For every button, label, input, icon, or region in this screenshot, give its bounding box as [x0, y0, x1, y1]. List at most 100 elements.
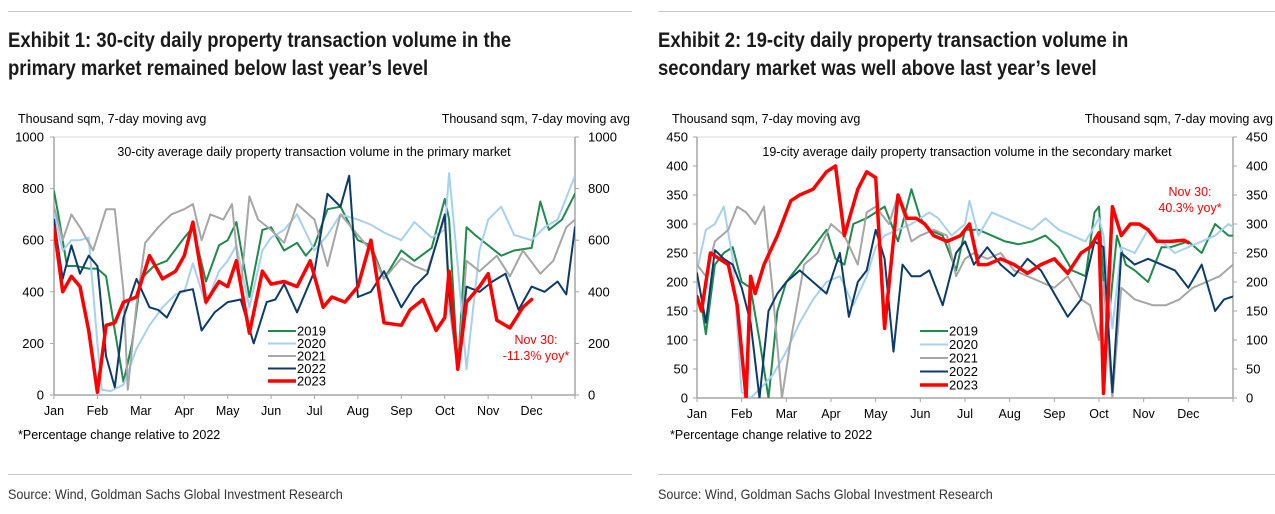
- top-divider: [8, 11, 632, 12]
- right-axis-unit-label: Thousand sqm, 7-day moving avg: [441, 112, 630, 126]
- series-group: [54, 172, 575, 395]
- y-tick-label-right: 350: [1246, 188, 1268, 203]
- legend-label-2019: 2019: [949, 324, 978, 339]
- y-tick-label-right: 400: [1246, 159, 1268, 174]
- y-tick-label-left: 300: [666, 217, 688, 232]
- footnote: *Percentage change relative to 2022: [18, 428, 221, 442]
- annotation-date: Nov 30:: [514, 333, 557, 347]
- x-tick-label: Sep: [1043, 407, 1065, 421]
- annotation-yoy: -11.3% yoy*: [503, 349, 570, 363]
- x-tick-label: Feb: [731, 407, 753, 421]
- top-divider: [658, 11, 1275, 12]
- bottom-divider: [658, 474, 1275, 475]
- x-tick-label: Jul: [307, 404, 323, 418]
- x-tick-label: Dec: [1177, 407, 1199, 421]
- source-note: Source: Wind, Goldman Sachs Global Inves…: [658, 486, 993, 502]
- y-tick-label-right: 200: [588, 336, 610, 351]
- annotation-yoy: 40.3% yoy*: [1158, 201, 1221, 215]
- exhibit-title: Exhibit 2: 19-city daily property transa…: [658, 29, 1129, 80]
- y-tick-label-left: 200: [22, 336, 44, 351]
- x-tick-label: Mar: [776, 407, 798, 421]
- x-tick-label: Feb: [87, 404, 109, 418]
- legend-label-2020: 2020: [297, 336, 326, 351]
- exhibit-title: Exhibit 1: 30-city daily property transa…: [8, 29, 512, 80]
- y-tick-label-left: 0: [681, 391, 688, 406]
- y-tick-label-left: 600: [22, 233, 44, 248]
- y-tick-label-right: 0: [1246, 391, 1253, 406]
- series-line-2020: [697, 199, 1233, 398]
- footnote: *Percentage change relative to 2022: [670, 428, 873, 442]
- legend-label-2021: 2021: [949, 351, 978, 366]
- chart-inner-title: 30-city average daily property transacti…: [117, 145, 511, 159]
- x-tick-label: Nov: [1133, 407, 1156, 421]
- x-tick-label: May: [216, 404, 240, 418]
- series-group: [697, 164, 1233, 398]
- y-tick-label-left: 1000: [15, 130, 44, 145]
- y-tick-label-right: 300: [1246, 217, 1268, 232]
- x-tick-label: Aug: [999, 407, 1021, 421]
- source-note: Source: Wind, Goldman Sachs Global Inves…: [8, 486, 343, 502]
- x-tick-label: Jul: [957, 407, 973, 421]
- legend-label-2022: 2022: [949, 364, 978, 379]
- bottom-divider: [8, 474, 632, 475]
- x-tick-label: May: [864, 407, 888, 421]
- y-tick-label-right: 600: [588, 233, 610, 248]
- x-tick-label: Jan: [687, 407, 707, 421]
- chart-primary-market: 0 0 200 200 400 400 600 600 800 800 1000 1000 Jan Feb…: [15, 130, 617, 419]
- series-line-2019: [54, 190, 575, 384]
- series-line-2021: [54, 195, 575, 391]
- x-tick-label: Sep: [390, 404, 412, 418]
- y-tick-label-left: 350: [666, 188, 688, 203]
- legend-label-2023: 2023: [297, 374, 326, 389]
- y-tick-label-right: 50: [1246, 362, 1260, 377]
- y-tick-label-right: 400: [588, 284, 610, 299]
- annotation-date: Nov 30:: [1168, 185, 1211, 199]
- series-line-2023: [697, 164, 1191, 398]
- y-tick-label-left: 250: [666, 246, 688, 261]
- x-tick-label: Jun: [910, 407, 930, 421]
- legend-label-2022: 2022: [297, 361, 326, 376]
- series-line-2019: [697, 188, 1233, 398]
- series-line-2023: [54, 220, 534, 395]
- legend-label-2020: 2020: [949, 337, 978, 352]
- exhibit-2: Exhibit 2: 19-city daily property transa…: [650, 0, 1275, 514]
- x-tick-label: Dec: [520, 404, 542, 418]
- y-tick-label-right: 1000: [588, 130, 617, 145]
- exhibit-1: Exhibit 1: 30-city daily property transa…: [8, 11, 632, 502]
- x-tick-label: Oct: [1089, 407, 1109, 421]
- y-tick-label-right: 250: [1246, 246, 1268, 261]
- y-tick-label-left: 200: [666, 275, 688, 290]
- left-axis-unit-label: Thousand sqm, 7-day moving avg: [672, 112, 861, 126]
- legend-label-2023: 2023: [949, 378, 978, 393]
- x-tick-label: Jan: [44, 404, 64, 418]
- y-tick-label-right: 200: [1246, 275, 1268, 290]
- series-line-2021: [697, 194, 1233, 398]
- x-tick-label: Aug: [347, 404, 369, 418]
- x-tick-label: Apr: [175, 404, 194, 418]
- y-tick-label-left: 800: [22, 181, 44, 196]
- x-tick-label: Apr: [821, 407, 840, 421]
- y-tick-label-left: 400: [666, 159, 688, 174]
- chart-inner-title: 19-city average daily property transacti…: [762, 145, 1172, 159]
- y-tick-label-right: 800: [588, 181, 610, 196]
- legend-label-2021: 2021: [297, 349, 326, 364]
- x-tick-label: Mar: [130, 404, 152, 418]
- y-tick-label-left: 450: [666, 130, 688, 145]
- y-tick-label-left: 50: [674, 362, 688, 377]
- chart-secondary-market: 0 0 50 50 100 100 150 150 200 200 250 250 300 300 350 3…: [666, 130, 1268, 422]
- y-tick-label-right: 0: [588, 388, 595, 403]
- x-tick-label: Nov: [477, 404, 500, 418]
- y-tick-label-left: 100: [666, 333, 688, 348]
- y-tick-label-right: 450: [1246, 130, 1268, 145]
- legend-label-2019: 2019: [297, 324, 326, 339]
- x-tick-label: Oct: [435, 404, 455, 418]
- left-axis-unit-label: Thousand sqm, 7-day moving avg: [18, 112, 207, 126]
- y-tick-label-left: 400: [22, 284, 44, 299]
- series-line-2022: [54, 174, 575, 389]
- y-tick-label-right: 150: [1246, 304, 1268, 319]
- y-tick-label-left: 150: [666, 304, 688, 319]
- y-tick-label-right: 100: [1246, 333, 1268, 348]
- x-tick-label: Jun: [261, 404, 281, 418]
- series-line-2022: [697, 228, 1233, 398]
- y-tick-label-left: 0: [37, 388, 44, 403]
